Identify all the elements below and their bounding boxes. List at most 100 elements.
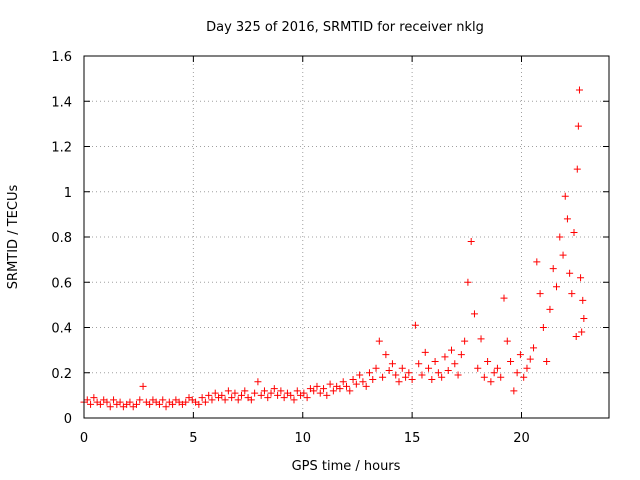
data-point <box>238 391 245 399</box>
data-point <box>133 400 140 408</box>
data-point <box>169 400 177 408</box>
y-tick-label: 1.6 <box>51 50 72 65</box>
data-point <box>270 385 278 393</box>
y-tick-label: 0.2 <box>51 367 72 382</box>
data-point <box>257 391 265 399</box>
data-point <box>568 290 576 298</box>
data-point <box>536 290 544 298</box>
y-tick-label: 0.8 <box>51 231 72 246</box>
data-point <box>198 394 206 402</box>
data-point <box>484 357 492 365</box>
data-point <box>474 364 482 372</box>
data-point <box>510 387 518 395</box>
data-point <box>385 366 393 374</box>
data-point <box>559 251 567 259</box>
data-point <box>372 364 380 372</box>
data-point <box>382 351 390 359</box>
y-tick-label: 1.2 <box>51 141 72 156</box>
data-point <box>523 364 531 372</box>
y-axis-label: SRMTID / TECUs <box>6 185 21 290</box>
data-point <box>231 389 239 397</box>
data-point <box>110 396 118 404</box>
data-point <box>349 376 357 384</box>
data-point <box>418 371 426 379</box>
data-point <box>251 389 259 397</box>
data-point <box>362 382 370 390</box>
data-point <box>224 387 232 395</box>
data-point <box>526 355 534 363</box>
grid <box>84 56 609 418</box>
data-point <box>520 373 528 381</box>
data-point <box>395 378 403 386</box>
data-point <box>408 376 416 384</box>
data-point <box>228 394 236 402</box>
data-point <box>490 369 498 377</box>
data-point <box>287 391 295 399</box>
data-point <box>379 373 387 381</box>
data-point <box>87 400 95 408</box>
data-point <box>201 398 209 406</box>
data-point <box>343 382 350 390</box>
data-point <box>497 373 505 381</box>
data-point <box>434 369 442 377</box>
data-point <box>411 321 419 329</box>
data-point <box>211 389 219 397</box>
data-point <box>561 192 569 200</box>
data-point <box>405 369 413 377</box>
data-point <box>428 376 436 384</box>
data-point <box>448 346 455 354</box>
x-tick-label: 15 <box>404 431 421 446</box>
data-point <box>329 387 337 395</box>
data-point <box>90 394 98 402</box>
data-point <box>326 380 334 388</box>
data-point <box>264 394 272 402</box>
data-point <box>260 387 268 395</box>
data-point <box>563 215 571 223</box>
data-point <box>280 394 288 402</box>
data-point <box>241 387 249 395</box>
data-point <box>487 378 495 386</box>
data-point <box>444 366 452 374</box>
data-point <box>274 391 282 399</box>
data-point <box>316 389 324 397</box>
data-point <box>493 364 501 372</box>
x-tick-label: 5 <box>189 431 197 446</box>
data-point <box>516 351 524 359</box>
x-axis-label: GPS time / hours <box>292 459 401 474</box>
data-point <box>346 387 354 395</box>
data-point <box>415 360 423 368</box>
data-point <box>310 387 318 395</box>
data-point <box>375 337 383 345</box>
data-point <box>578 328 586 336</box>
data-point <box>454 371 462 379</box>
y-tick-label: 0.4 <box>51 322 72 337</box>
data-points <box>80 86 588 411</box>
x-tick-label: 20 <box>513 431 530 446</box>
data-point <box>293 387 301 395</box>
data-point <box>438 373 446 381</box>
data-point <box>556 233 564 241</box>
data-point <box>247 396 255 404</box>
data-point <box>195 400 203 408</box>
data-point <box>218 391 226 399</box>
data-point <box>159 396 167 404</box>
data-point <box>577 274 585 282</box>
data-point <box>575 86 583 94</box>
y-tick-label: 0 <box>64 412 72 427</box>
data-point <box>467 238 475 246</box>
data-point <box>126 398 134 406</box>
data-point <box>208 396 216 404</box>
y-tick-label: 0.6 <box>51 276 72 291</box>
data-point <box>290 396 298 404</box>
data-point <box>398 364 406 372</box>
data-point <box>549 265 557 273</box>
data-point <box>359 378 367 386</box>
data-point <box>457 351 465 359</box>
data-point <box>103 398 111 406</box>
data-point <box>451 360 459 368</box>
data-point <box>543 357 551 365</box>
data-point <box>546 305 554 313</box>
data-point <box>392 371 400 379</box>
